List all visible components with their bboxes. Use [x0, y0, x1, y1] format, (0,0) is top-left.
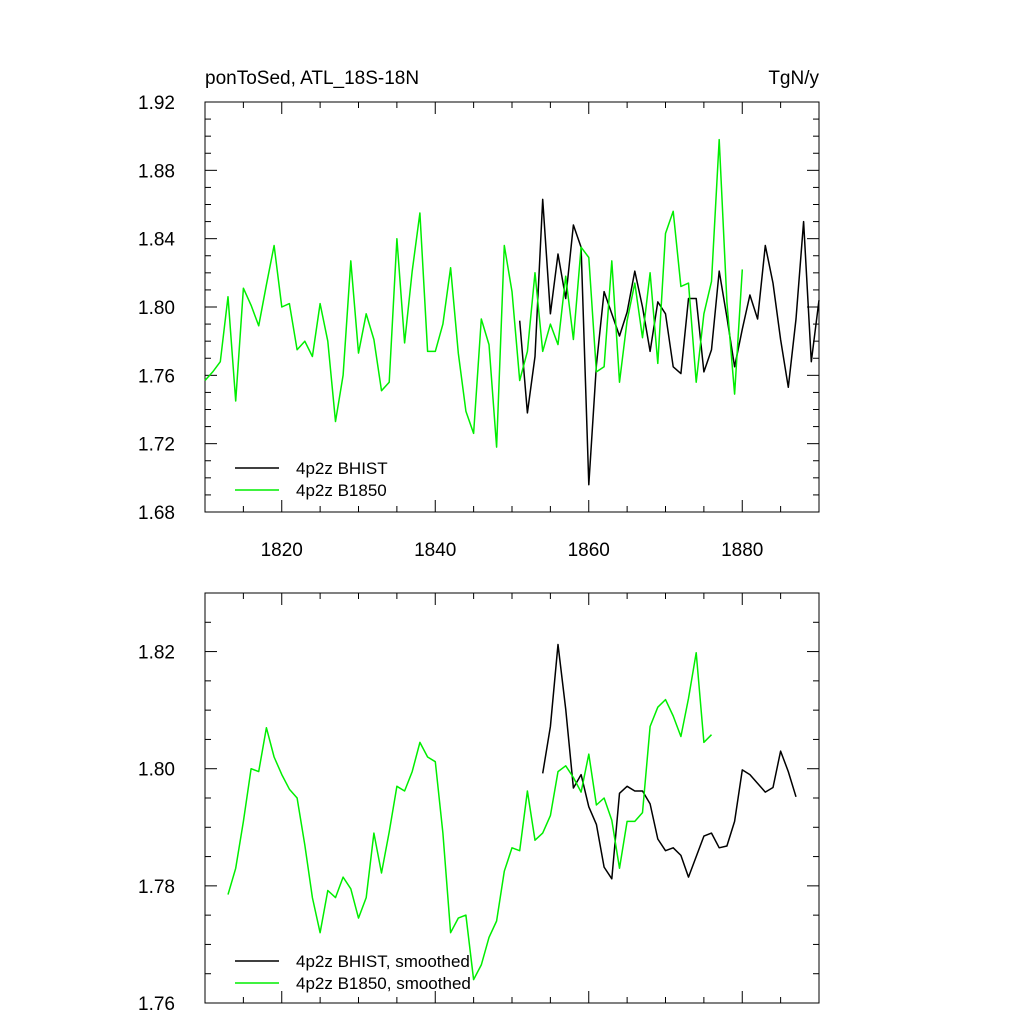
top-x-tick-label: 1840 — [414, 540, 456, 561]
bottom-axis-ticks: 1.76 1.78 1.80 1.82 — [138, 593, 819, 1015]
bottom-legend: 4p2z BHIST, smoothed 4p2z B1850, smoothe… — [235, 952, 471, 993]
top-x-tick-label: 1880 — [721, 540, 763, 561]
top-panel-title: ponToSed, ATL_18S-18N — [205, 68, 419, 89]
top-panel-units: TgN/y — [768, 68, 819, 89]
bottom-y-tick-label: 1.82 — [138, 643, 175, 664]
top-legend-label-b1850: 4p2z B1850 — [296, 481, 387, 500]
top-axis-ticks: 1820 1840 1860 1880 1.68 1.72 1.76 1.80 1.84 1.88… — [138, 93, 819, 561]
bottom-panel: 1.76 1.78 1.80 1.82 4p2z BHIST, smoothed 4p… — [138, 592, 820, 1015]
top-y-tick-label: 1.92 — [138, 93, 175, 114]
bottom-series-line-bhist — [541, 643, 797, 880]
top-legend: 4p2z BHIST 4p2z B1850 — [235, 459, 388, 500]
bottom-y-tick-label: 1.78 — [138, 877, 175, 898]
bottom-legend-label-b1850: 4p2z B1850, smoothed — [296, 974, 471, 993]
top-y-tick-label: 1.80 — [138, 298, 175, 319]
bottom-y-tick-label: 1.76 — [138, 994, 175, 1015]
top-panel: ponToSed, ATL_18S-18N TgN/y 1820 1840 1860… — [138, 68, 820, 561]
bottom-series-line-b1850 — [227, 651, 713, 981]
top-x-tick-label: 1860 — [568, 540, 610, 561]
bottom-y-tick-label: 1.80 — [138, 760, 175, 781]
top-y-tick-label: 1.88 — [138, 161, 175, 182]
top-series-group — [204, 138, 820, 486]
top-legend-label-bhist: 4p2z BHIST — [296, 459, 388, 478]
bottom-series-group — [227, 643, 797, 981]
top-x-tick-label: 1820 — [261, 540, 303, 561]
top-y-tick-label: 1.72 — [138, 435, 175, 456]
top-y-tick-label: 1.68 — [138, 503, 175, 524]
top-series-line-bhist — [518, 198, 820, 486]
top-y-tick-label: 1.76 — [138, 366, 175, 387]
top-y-tick-label: 1.84 — [138, 230, 175, 251]
top-series-line-b1850 — [204, 138, 744, 448]
bottom-legend-label-bhist: 4p2z BHIST, smoothed — [296, 952, 470, 971]
